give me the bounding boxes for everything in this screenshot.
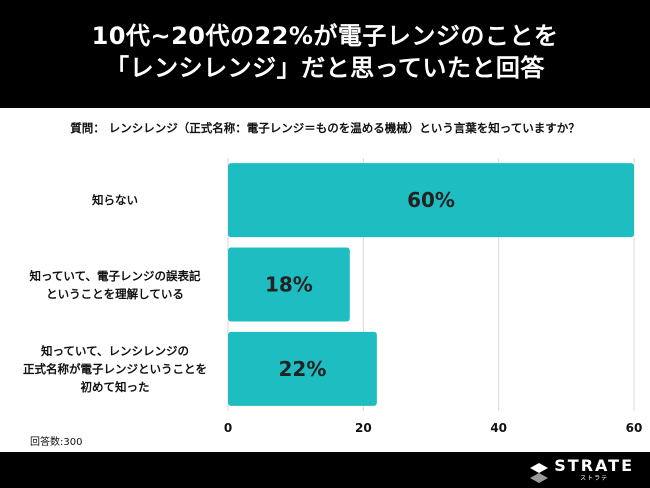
category-label-line: 知らない [92,193,138,208]
x-tick-label: 40 [490,421,507,435]
category-label-line: 知っていて、レンシレンジの [40,343,189,358]
data-label-0: 60% [407,188,455,212]
brand-logo: STRATE ストラテ [530,456,634,483]
brand-name: STRATE [554,456,634,475]
chart-title: 10代~20代の22%が電子レンジのことを 「レンシレンジ」だと思っていたと回答 [0,0,650,108]
brand-subtitle: ストラテ [580,475,609,482]
sample-size: 回答数:300 [30,437,83,448]
category-label-1: 知っていて、電子レンジの誤表記 ということを理解している [10,267,220,303]
title-line-2: 「レンシレンジ」だと思っていたと回答 [105,54,545,82]
x-tick-label: 20 [355,421,372,435]
data-label-1: 18% [265,273,313,297]
bar-chart: 0 20 40 60 60% 18% 22% [224,158,643,435]
x-tick-label: 0 [224,421,232,435]
category-label-2: 知っていて、レンシレンジの正式名称が電子レンジということを 初めて知った [10,342,220,396]
bar-1 [228,247,350,322]
bar-0 [228,163,634,238]
strate-logo-icon [530,463,549,483]
category-label-0: 知らない [10,191,220,209]
survey-question: 質問： レンシレンジ（正式名称：電子レンジ＝ものを温める機械）という言葉を知って… [70,121,580,135]
footer-bar: STRATE ストラテ [0,452,650,488]
x-tick-label: 60 [626,421,643,435]
title-line-1: 10代~20代の22%が電子レンジのことを [91,22,559,50]
category-label-line: 正式名称が電子レンジということを [23,361,207,376]
category-label-line: ということを理解している [46,286,184,301]
category-label-line: 初めて知った [80,379,150,394]
category-label-line: 知っていて、電子レンジの誤表記 [29,268,201,283]
data-label-2: 22% [278,357,326,381]
bar-2 [228,331,377,406]
